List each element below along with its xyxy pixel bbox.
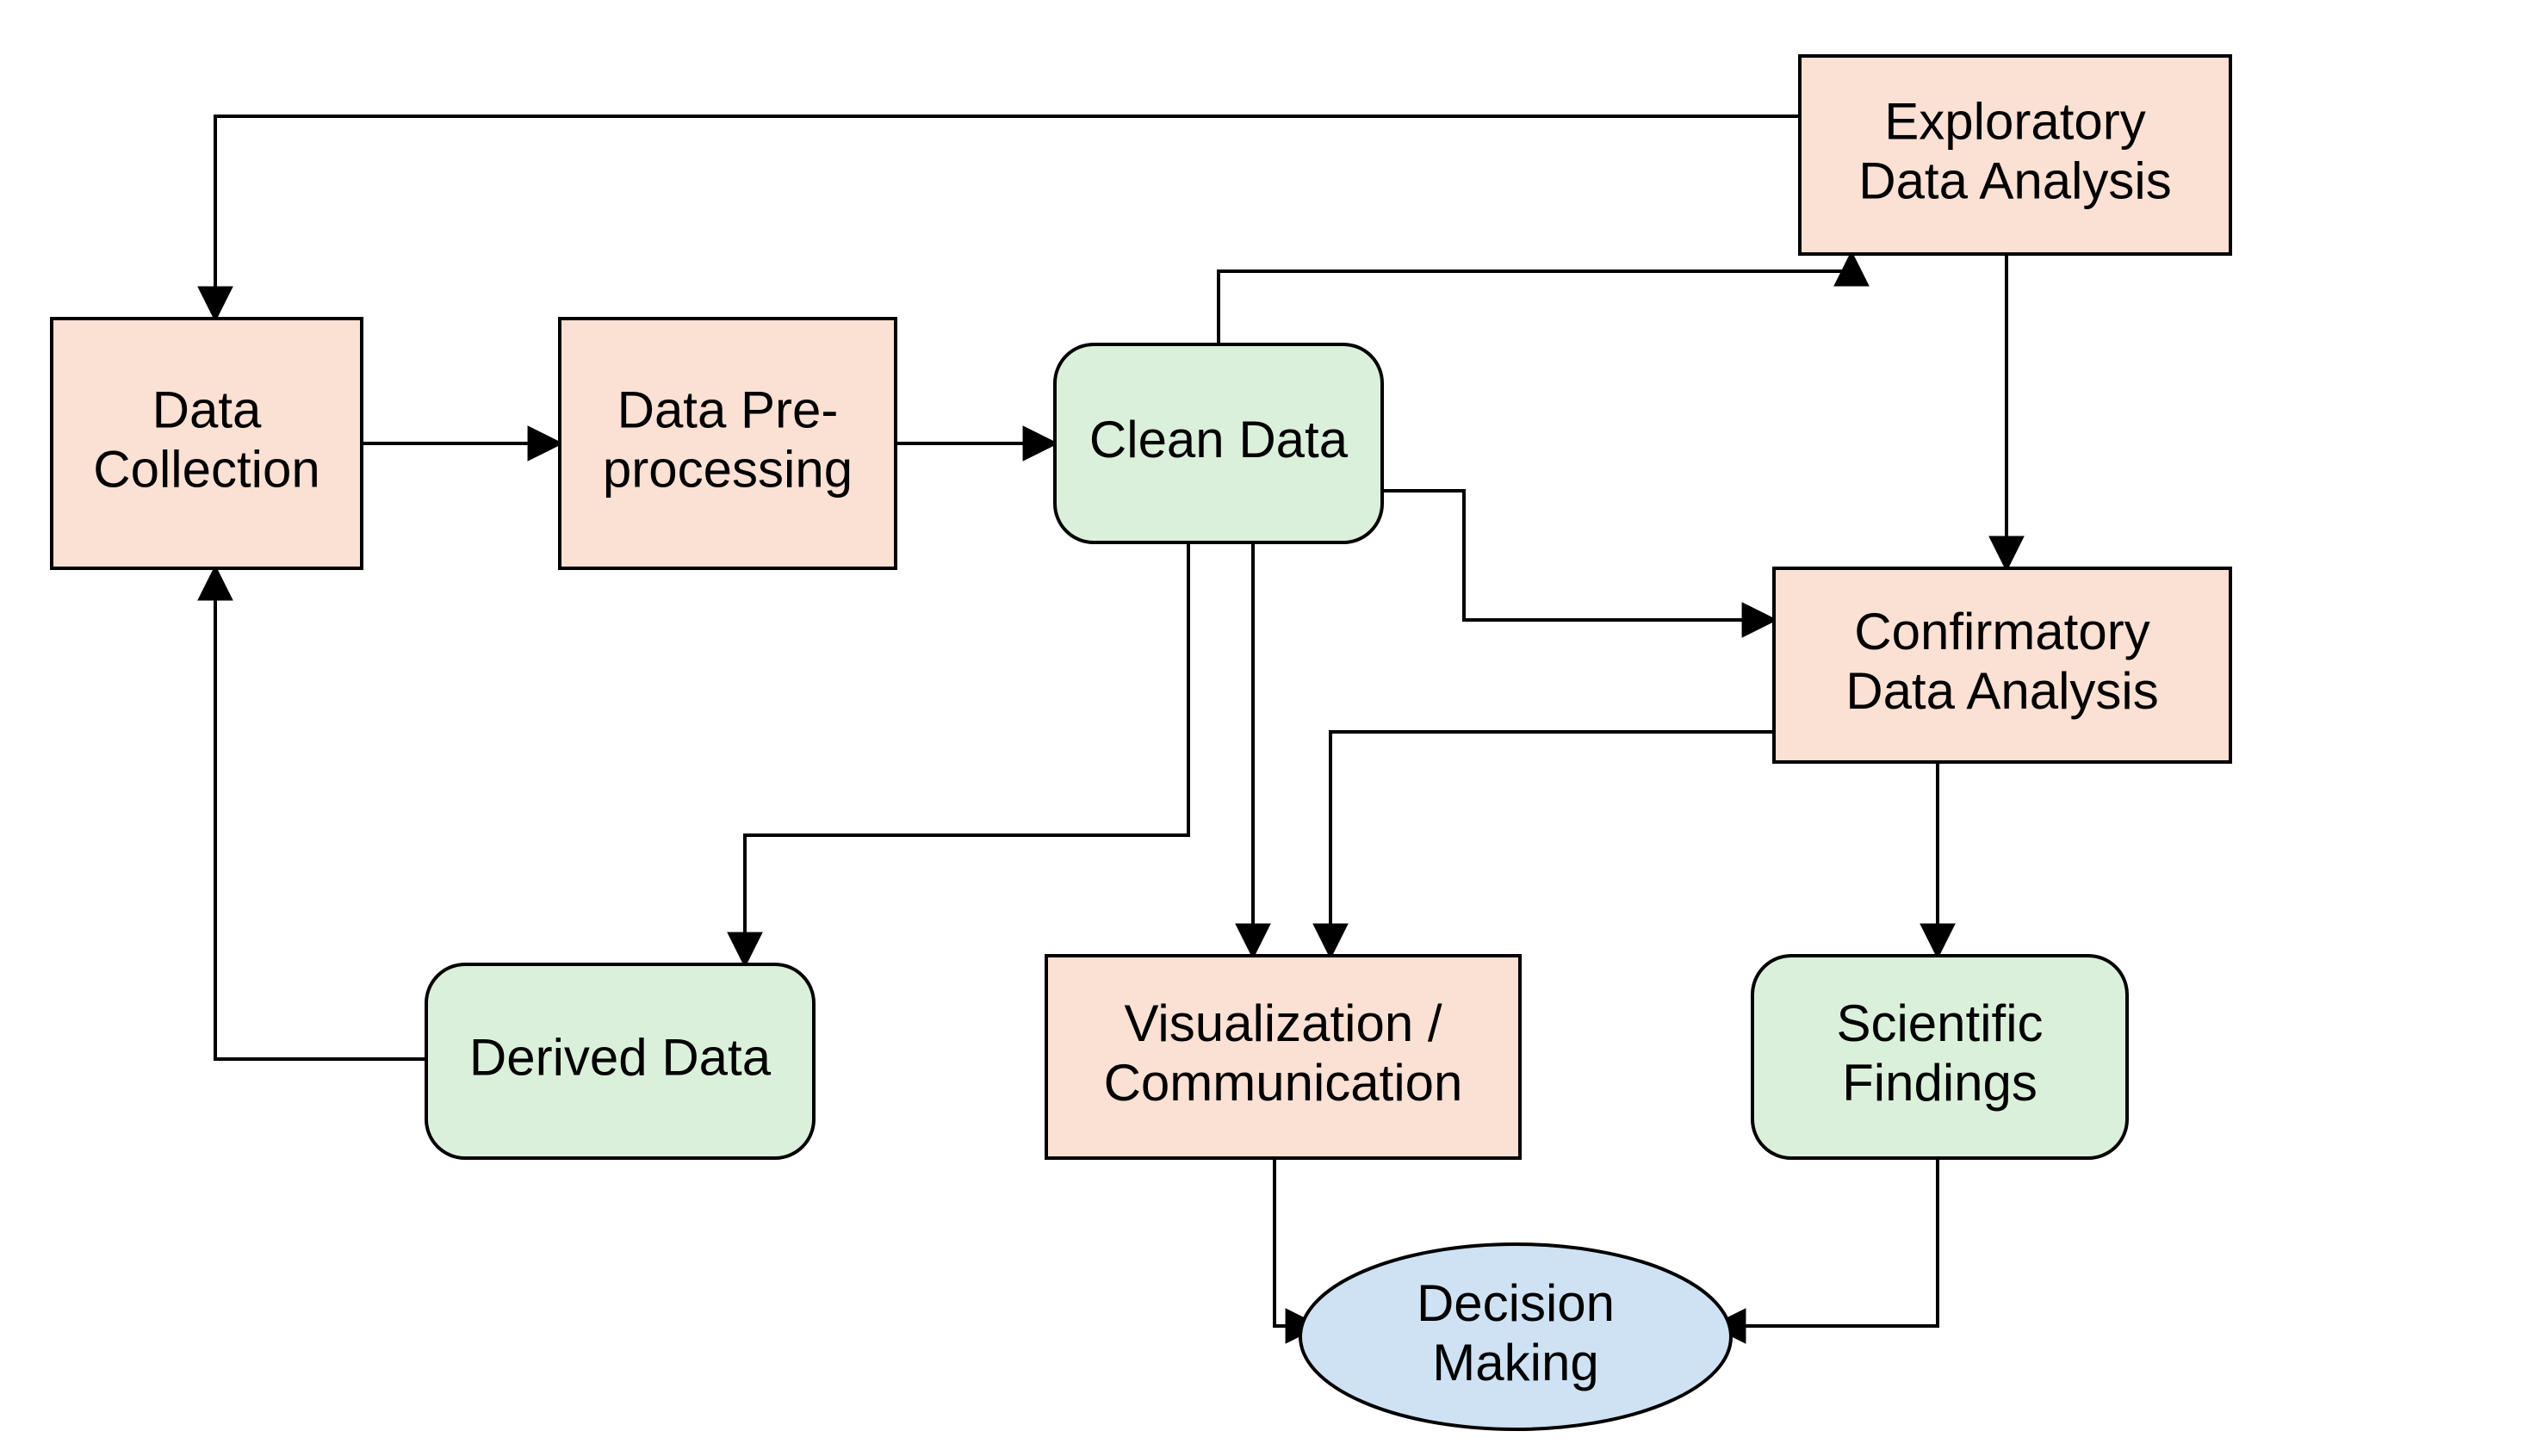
edge-clean-to-cda (1382, 491, 1774, 620)
node-viz-comm: Visualization /Communication (1046, 956, 1520, 1158)
edge-sci-to-decision (1714, 1158, 1938, 1326)
edge-clean-to-derived (745, 542, 1188, 964)
node-sci-findings: ScientificFindings (1752, 956, 2127, 1158)
edge-derived-to-dc (215, 568, 426, 1059)
edge-cda-to-viz (1330, 732, 1774, 956)
nodes: DataCollection Data Pre-processing Clean D… (52, 56, 2230, 1429)
node-derived-data: Derived Data (426, 964, 814, 1158)
flowchart: DataCollection Data Pre-processing Clean D… (0, 0, 2543, 1456)
node-data-collection: DataCollection (52, 319, 362, 568)
node-data-preproc: Data Pre-processing (560, 319, 896, 568)
edge-clean-to-eda (1219, 254, 1851, 344)
node-label-derived-data: Derived Data (469, 1028, 772, 1086)
node-label-clean-data: Clean Data (1089, 411, 1349, 468)
node-cda: ConfirmatoryData Analysis (1774, 568, 2230, 762)
node-eda: ExploratoryData Analysis (1800, 56, 2230, 254)
edge-viz-to-decision (1275, 1158, 1318, 1326)
node-clean-data: Clean Data (1055, 344, 1382, 542)
node-decision-making: DecisionMaking (1300, 1244, 1731, 1429)
edge-eda-to-dc (215, 116, 1800, 319)
